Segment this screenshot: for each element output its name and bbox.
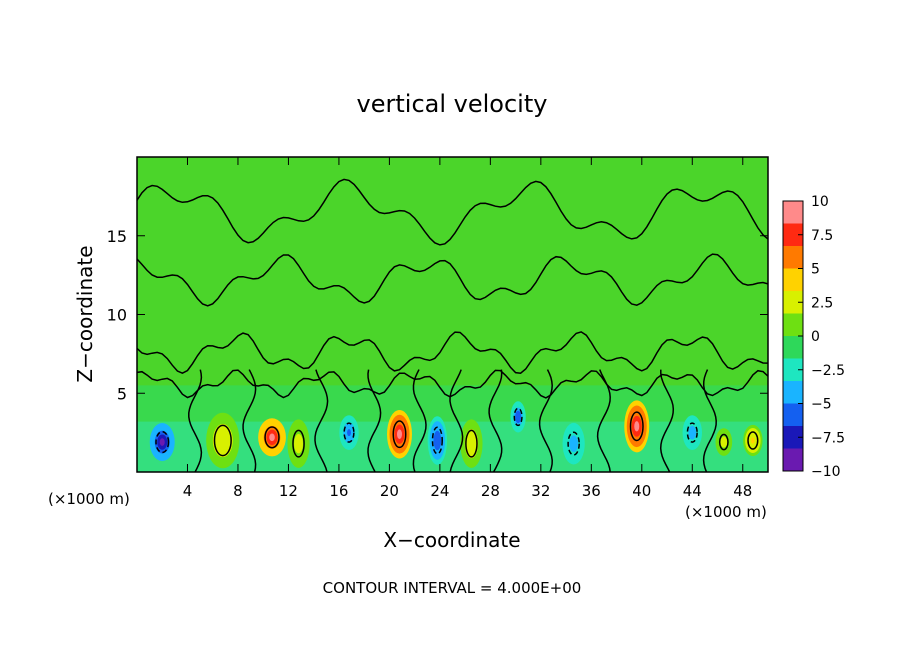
zero-contour [137, 369, 768, 399]
colorbar: 10 7.5 5 2.5 0 −2.5 −5 −7.5 −10 [782, 194, 845, 480]
zero-contour [314, 369, 329, 472]
colorbar-swatch [783, 268, 803, 292]
contour-interval-note: CONTOUR INTERVAL = 4.000E+00 [323, 579, 582, 597]
x-tick-label: 24 [430, 482, 449, 500]
velocity-cell [634, 421, 640, 432]
velocity-cell [269, 433, 275, 442]
contour-loop [392, 420, 407, 449]
colorbar-swatch [783, 358, 803, 382]
contour-loop [686, 422, 698, 443]
velocity-cell [159, 438, 165, 446]
contour-loop [213, 424, 232, 457]
contour-loop [155, 430, 170, 454]
velocity-cell [347, 429, 351, 437]
x-axis-ticks: 4 8 12 16 20 24 28 32 36 40 44 48 [183, 157, 752, 500]
zero-contour [538, 369, 553, 472]
contour-loop [343, 422, 355, 443]
velocity-cell [571, 439, 576, 448]
x-tick-label: 28 [481, 482, 500, 500]
colorbar-swatch [783, 201, 803, 224]
zero-contour [659, 369, 675, 472]
zero-contour [137, 178, 768, 246]
colorbar-swatch [783, 223, 803, 247]
velocity-cell [396, 429, 402, 440]
colorbar-tick-label: 7.5 [811, 228, 833, 244]
colorbar-swatch [783, 313, 803, 337]
colorbar-swatch [783, 381, 803, 404]
contour-loop [747, 431, 759, 450]
colorbar-tick-label: 5 [811, 262, 820, 278]
x-axis-title: X−coordinate [383, 528, 520, 552]
zero-contour [702, 369, 717, 472]
contour-loop [292, 429, 305, 458]
y-tick-label: 5 [117, 384, 127, 403]
zero-contour [367, 369, 382, 472]
colorbar-swatches [783, 201, 803, 472]
colorbar-tick-label: 10 [811, 194, 829, 210]
x-tick-label: 32 [531, 482, 550, 500]
velocity-cell [435, 435, 440, 446]
x-tick-label: 16 [329, 482, 348, 500]
y-axis-title: Z−coordinate [73, 245, 97, 382]
velocity-field [137, 385, 768, 472]
contour-loop [718, 433, 729, 451]
colorbar-swatch [783, 403, 803, 427]
x-unit-label-right: (×1000 m) [685, 503, 767, 521]
zero-contour [242, 369, 257, 472]
x-tick-label: 20 [380, 482, 399, 500]
colorbar-tick-label: −2.5 [811, 363, 845, 379]
colorbar-swatch [783, 246, 803, 269]
y-tick-label: 10 [107, 306, 127, 325]
velocity-cell [469, 438, 474, 449]
zero-contour [412, 369, 427, 472]
x-unit-label-left: (×1000 m) [48, 490, 130, 508]
zero-contour [137, 253, 768, 307]
colorbar-tick-label: 2.5 [811, 295, 833, 311]
contour-loop [567, 431, 580, 456]
velocity-cell [750, 437, 755, 444]
x-tick-label: 12 [279, 482, 298, 500]
contour-loop [431, 426, 443, 455]
contour-loop [513, 407, 523, 427]
velocity-cell [219, 434, 227, 447]
zero-contour [596, 369, 611, 472]
zero-contour [449, 369, 464, 472]
x-tick-label: 48 [733, 482, 752, 500]
zero-contour [488, 369, 503, 472]
contour-loop [465, 429, 478, 458]
colorbar-swatch [783, 336, 803, 359]
x-tick-label: 40 [632, 482, 651, 500]
zero-contour-lines [137, 178, 768, 472]
colorbar-tick-label: −10 [811, 464, 841, 480]
colorbar-ticks: 10 7.5 5 2.5 0 −2.5 −5 −7.5 −10 [798, 194, 845, 480]
y-axis-ticks: 5 10 15 [107, 227, 768, 403]
x-tick-label: 8 [233, 482, 243, 500]
zero-contour [188, 369, 203, 472]
colorbar-tick-label: 0 [811, 329, 820, 345]
x-tick-label: 44 [683, 482, 702, 500]
x-tick-label: 4 [183, 482, 193, 500]
colorbar-tick-label: −7.5 [811, 430, 845, 446]
colorbar-swatch [783, 291, 803, 314]
colorbar-swatch [783, 448, 803, 472]
velocity-cell [296, 438, 301, 449]
velocity-cell [516, 413, 520, 420]
velocity-cell [722, 439, 726, 445]
y-tick-label: 15 [107, 227, 127, 246]
colorbar-tick-label: −5 [811, 397, 832, 413]
zero-contour [137, 331, 768, 375]
colorbar-swatch [783, 426, 803, 449]
x-tick-label: 36 [582, 482, 601, 500]
velocity-cell [690, 429, 695, 437]
contour-loop [629, 411, 644, 442]
chart-title: vertical velocity [357, 90, 548, 118]
contour-loop [264, 426, 280, 449]
